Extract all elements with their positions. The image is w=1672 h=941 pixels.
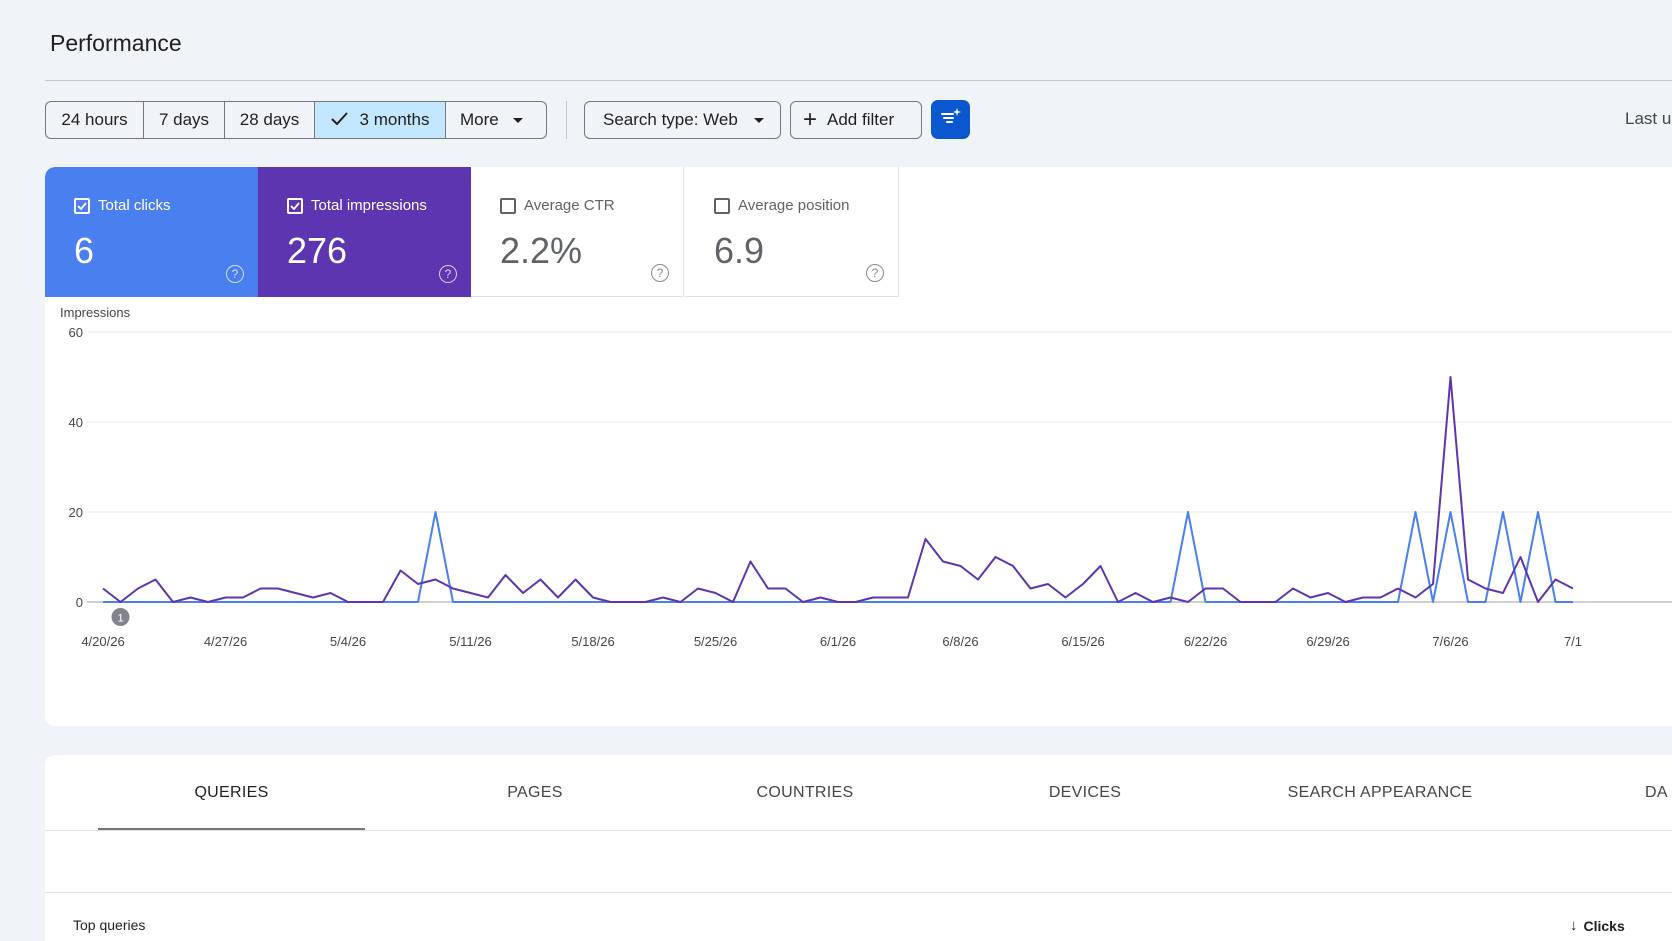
checkbox-checked-icon[interactable] xyxy=(287,197,303,214)
filter-action-button[interactable] xyxy=(931,100,970,139)
metric-label: Total clicks xyxy=(98,197,171,214)
y-tick-label: 20 xyxy=(69,505,83,520)
impressions-line-chart: Impressions 0 20 40 60 4/20/26 4/27/26 5/4/26 5/… xyxy=(60,305,1672,649)
range-label: 24 hours xyxy=(61,110,128,129)
range-more-dropdown[interactable]: More xyxy=(446,102,546,138)
x-tick-label: 4/27/26 xyxy=(204,634,247,649)
metric-value: 276 xyxy=(287,230,348,271)
search-type-dropdown[interactable]: Search type: Web xyxy=(584,101,781,139)
metric-label: Average position xyxy=(738,197,850,214)
column-label: Clicks xyxy=(1583,917,1625,934)
sort-clicks-column[interactable]: ↓ Clicks xyxy=(1570,917,1625,934)
metric-average-position[interactable]: Average position 6.9 ? xyxy=(685,167,899,297)
tab-search-appearance[interactable]: SEARCH APPEARANCE xyxy=(1287,783,1473,801)
x-tick-label: 5/25/26 xyxy=(694,634,737,649)
x-tick-label: 6/29/26 xyxy=(1306,634,1349,649)
y-tick-label: 40 xyxy=(69,415,83,430)
y-tick-label: 0 xyxy=(76,595,83,610)
arrow-down-icon: ↓ xyxy=(1570,917,1578,934)
last-updated-text: Last u xyxy=(1625,109,1672,128)
performance-chart-card: Total clicks 6 ? Total impressions 276 ?… xyxy=(45,167,1672,726)
help-icon[interactable]: ? xyxy=(866,264,884,282)
tab-devices[interactable]: DEVICES xyxy=(1048,783,1122,801)
table-title: Top queries xyxy=(73,917,146,933)
metric-total-clicks[interactable]: Total clicks 6 ? xyxy=(45,167,258,297)
x-tick-label: 5/11/26 xyxy=(449,634,491,649)
x-tick-label: 6/8/26 xyxy=(942,634,978,649)
help-icon[interactable]: ? xyxy=(226,265,244,283)
x-tick-label: 6/15/26 xyxy=(1061,634,1104,649)
x-tick-label: 6/1/26 xyxy=(820,634,856,649)
chevron-down-icon xyxy=(512,117,523,123)
help-icon[interactable]: ? xyxy=(439,265,457,283)
x-tick-label: 6/22/26 xyxy=(1184,634,1227,649)
checkbox-unchecked-icon[interactable] xyxy=(500,197,516,214)
report-tabs-card: QUERIES PAGES COUNTRIES DEVICES SEARCH A… xyxy=(45,755,1672,941)
series-line xyxy=(103,511,1573,603)
range-label: 28 days xyxy=(239,110,300,129)
checkbox-unchecked-icon[interactable] xyxy=(714,197,730,214)
chevron-down-icon xyxy=(753,117,764,123)
x-tick-label: 5/4/26 xyxy=(330,634,366,649)
checkbox-checked-icon[interactable] xyxy=(74,197,90,214)
range-label: 3 months xyxy=(359,110,430,129)
range-7-days-button[interactable]: 7 days xyxy=(144,102,225,138)
add-filter-label: Add filter xyxy=(827,110,895,129)
metric-value: 2.2% xyxy=(500,230,583,271)
x-tick-label: 4/20/26 xyxy=(81,634,124,649)
plus-icon: + xyxy=(803,106,818,133)
metric-label: Average CTR xyxy=(524,197,615,214)
tab-queries[interactable]: QUERIES xyxy=(194,783,269,801)
help-icon[interactable]: ? xyxy=(651,264,669,282)
check-icon xyxy=(330,110,348,130)
metric-label: Total impressions xyxy=(311,197,427,214)
title-divider xyxy=(45,80,1672,81)
annotation-label: 1 xyxy=(117,613,123,625)
x-tick-label: 7/6/26 xyxy=(1432,634,1468,649)
add-filter-button[interactable]: + Add filter xyxy=(790,101,922,139)
range-3-months-button[interactable]: 3 months xyxy=(315,102,446,138)
metric-value: 6.9 xyxy=(714,230,765,271)
filter-sparkle-icon xyxy=(940,107,962,132)
metric-total-impressions[interactable]: Total impressions 276 ? xyxy=(258,167,471,297)
table-header-divider xyxy=(45,892,1672,893)
range-label: More xyxy=(460,110,499,129)
annotation-marker xyxy=(111,608,130,626)
tab-pages[interactable]: PAGES xyxy=(507,783,563,801)
tab-countries[interactable]: COUNTRIES xyxy=(756,783,854,801)
range-28-days-button[interactable]: 28 days xyxy=(225,102,315,138)
range-24-hours-button[interactable]: 24 hours xyxy=(46,102,144,138)
page-title: Performance xyxy=(50,30,182,56)
x-tick-label: 5/18/26 xyxy=(571,634,614,649)
y-axis-label: Impressions xyxy=(60,305,131,320)
series-line xyxy=(102,376,1574,603)
tab-dates[interactable]: DA xyxy=(1645,783,1668,801)
y-tick-label: 60 xyxy=(69,325,83,340)
tabs-divider xyxy=(45,830,1672,831)
metric-average-ctr[interactable]: Average CTR 2.2% ? xyxy=(471,167,684,297)
metric-value: 6 xyxy=(74,230,95,271)
toolbar-divider xyxy=(566,101,567,139)
active-tab-indicator xyxy=(98,828,365,831)
x-tick-label: 7/1 xyxy=(1564,634,1582,649)
date-range-selector: 24 hours 7 days 28 days 3 months More xyxy=(45,101,547,139)
search-type-label: Search type: Web xyxy=(603,110,738,129)
range-label: 7 days xyxy=(158,110,210,129)
